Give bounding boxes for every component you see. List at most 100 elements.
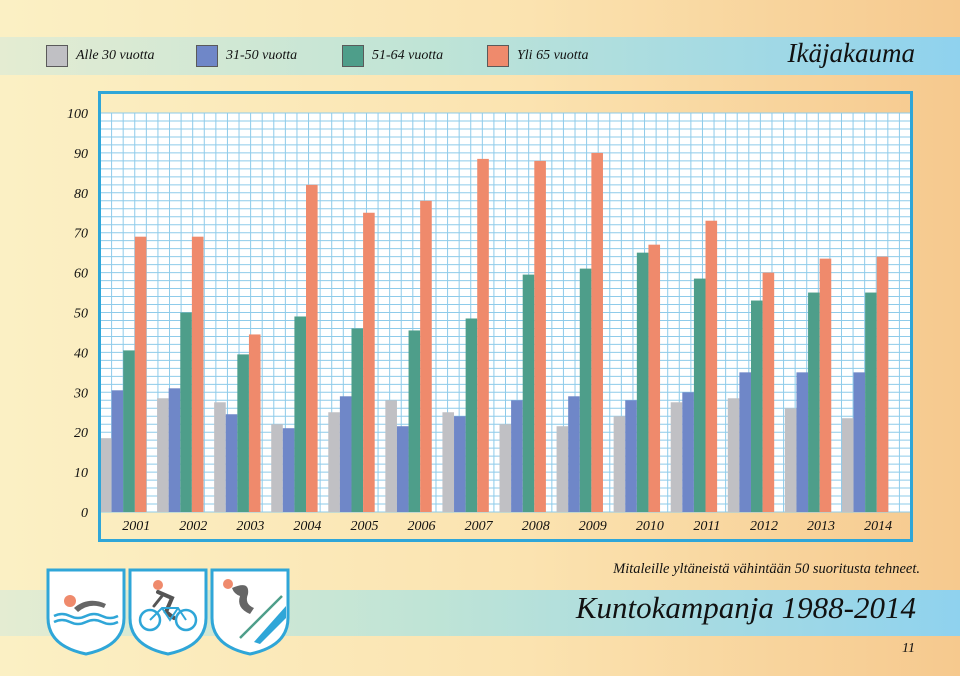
bar	[750, 300, 763, 512]
bar	[237, 354, 249, 512]
bar	[568, 396, 580, 512]
bar	[784, 408, 797, 512]
bar	[636, 252, 649, 512]
page-number: 11	[902, 641, 915, 656]
x-tick-label: 2012	[750, 519, 778, 534]
x-tick-label: 2008	[522, 519, 550, 534]
bar	[214, 402, 226, 512]
y-tick-label: 70	[74, 227, 88, 242]
legend-swatch	[342, 45, 364, 67]
bar	[522, 274, 535, 512]
bar	[168, 388, 181, 512]
bar	[396, 426, 409, 512]
y-tick-label: 0	[81, 506, 88, 521]
x-tick-label: 2011	[693, 519, 720, 534]
skier-icon	[210, 568, 290, 656]
bar	[579, 268, 592, 512]
legend-item-31-50: 31-50 vuotta	[196, 43, 297, 69]
bar	[762, 272, 775, 512]
legend-swatch	[196, 45, 218, 67]
cyclist-icon	[128, 568, 208, 656]
bar	[499, 424, 512, 512]
bar	[876, 256, 889, 512]
legend-swatch	[46, 45, 68, 67]
footnote: Mitaleille yltäneistä vähintään 50 suori…	[613, 561, 920, 577]
x-tick-label: 2002	[179, 519, 207, 534]
y-tick-label: 50	[74, 307, 88, 322]
x-tick-label: 2004	[293, 519, 321, 534]
bar	[271, 424, 283, 512]
x-tick-label: 2001	[122, 519, 150, 534]
x-tick-label: 2005	[350, 519, 378, 534]
x-tick-label: 2013	[807, 519, 835, 534]
bar	[180, 312, 192, 512]
y-tick-label: 100	[67, 107, 88, 122]
bar	[385, 400, 397, 512]
bar	[294, 316, 307, 512]
legend-label: 31-50 vuotta	[226, 48, 298, 63]
bar	[123, 350, 135, 512]
bar	[225, 414, 238, 512]
bar	[306, 184, 318, 512]
bar	[282, 428, 295, 512]
x-tick-label: 2006	[408, 519, 436, 534]
legend-item-alle-30: Alle 30 vuotta	[46, 43, 155, 69]
bar	[625, 400, 637, 512]
bar	[248, 334, 261, 512]
y-tick-label: 10	[74, 466, 88, 481]
bar	[727, 398, 740, 512]
legend-swatch	[487, 45, 509, 67]
bar	[477, 158, 489, 512]
y-tick-label: 20	[74, 426, 88, 441]
x-tick-label: 2009	[579, 519, 607, 534]
bar	[796, 372, 809, 512]
bar	[865, 292, 877, 512]
bar	[511, 400, 523, 512]
y-tick-label: 80	[74, 187, 88, 202]
bar	[591, 152, 603, 512]
bar	[351, 328, 364, 512]
bar	[841, 418, 854, 512]
bar	[420, 200, 432, 512]
bar	[157, 398, 169, 512]
legend-label: Yli 65 vuotta	[517, 48, 589, 63]
legend-label: 51-64 vuotta	[372, 48, 444, 63]
bar	[111, 390, 124, 512]
bar	[819, 258, 832, 512]
bar	[739, 372, 751, 512]
x-tick-label: 2007	[465, 519, 494, 534]
legend-item-51-64: 51-64 vuotta	[342, 43, 443, 69]
bar	[339, 396, 352, 512]
bar	[134, 236, 147, 512]
bar	[328, 412, 340, 512]
y-tick-label: 40	[74, 346, 88, 361]
bar	[100, 438, 112, 512]
bar	[442, 412, 455, 512]
bar	[853, 372, 866, 512]
bar	[556, 426, 569, 512]
bar	[648, 244, 661, 513]
campaign-title: Kuntokampanja 1988-2014	[575, 590, 916, 625]
legend-band	[0, 37, 960, 75]
x-tick-label: 2003	[236, 519, 264, 534]
x-tick-label: 2010	[636, 519, 664, 534]
bar	[705, 220, 718, 513]
bar	[454, 416, 466, 512]
bar	[465, 318, 478, 512]
legend-item-yli-65: Yli 65 vuotta	[487, 43, 589, 69]
page-title: Ikäjakauma	[787, 38, 915, 68]
x-tick-label: 2014	[864, 519, 892, 534]
chart-frame	[98, 91, 913, 542]
y-tick-label: 30	[73, 386, 88, 401]
swimmer-icon	[46, 568, 126, 656]
bar	[534, 160, 546, 512]
y-tick-label: 60	[74, 267, 88, 282]
bar	[613, 416, 626, 512]
bar	[191, 236, 204, 512]
bar	[408, 330, 421, 512]
bar	[670, 402, 683, 512]
bar	[363, 212, 375, 512]
y-tick-label: 90	[74, 147, 88, 162]
bar	[808, 292, 820, 512]
